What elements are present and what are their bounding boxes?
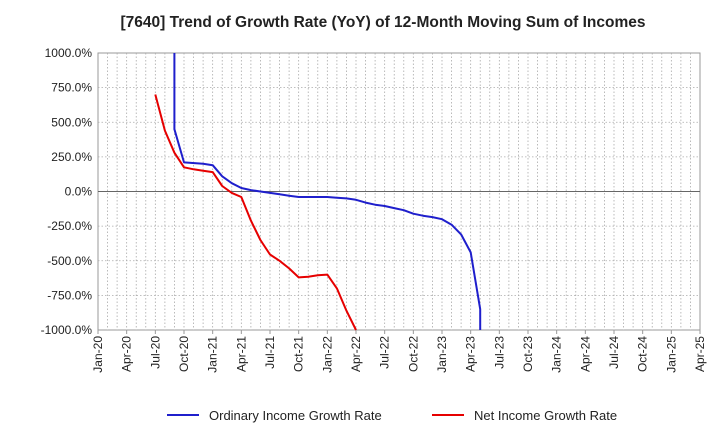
y-tick-label: -500.0%: [47, 254, 92, 268]
y-tick-label: 750.0%: [51, 81, 92, 95]
x-tick-label: Jul-24: [607, 336, 621, 369]
y-tick-label: -1000.0%: [41, 323, 93, 337]
y-tick-label: -750.0%: [47, 288, 92, 302]
x-tick-label: Oct-21: [292, 336, 306, 372]
x-tick-label: Apr-24: [578, 336, 592, 372]
series-line-ordinary-income-growth-rate: [173, 53, 482, 330]
x-tick-label: Jul-21: [263, 336, 277, 369]
x-tick-label: Jan-25: [664, 336, 678, 373]
y-tick-label: 0.0%: [65, 185, 93, 199]
y-tick-label: 500.0%: [51, 115, 92, 129]
y-tick-label: 250.0%: [51, 150, 92, 164]
x-tick-label: Jul-23: [492, 336, 506, 369]
x-tick-label: Oct-24: [636, 336, 650, 372]
x-tick-label: Apr-23: [464, 336, 478, 372]
y-tick-label: -250.0%: [47, 219, 92, 233]
x-tick-label: Jan-20: [91, 336, 105, 373]
x-tick-label: Oct-22: [406, 336, 420, 372]
legend-label: Ordinary Income Growth Rate: [209, 408, 382, 423]
x-tick-label: Oct-20: [177, 336, 191, 372]
legend: Ordinary Income Growth Rate Net Income Gr…: [167, 408, 617, 423]
x-tick-label: Apr-22: [349, 336, 363, 372]
series-layer: [154, 53, 482, 331]
x-tick-label: Apr-21: [234, 336, 248, 372]
x-tick-label: Jan-24: [550, 336, 564, 373]
x-tick-label: Jul-22: [378, 336, 392, 369]
x-tick-label: Jan-21: [206, 336, 220, 373]
x-tick-label: Jan-23: [435, 336, 449, 373]
x-tick-label: Jul-20: [148, 336, 162, 369]
y-tick-label: 1000.0%: [45, 46, 93, 60]
series-line-net-income-growth-rate: [154, 94, 357, 331]
x-tick-label: Oct-23: [521, 336, 535, 372]
x-tick-label: Apr-25: [693, 336, 707, 372]
axis-layer: 1000.0% 750.0% 500.0% 250.0% 0.0% -250.0% -500…: [41, 46, 707, 373]
x-tick-label: Apr-20: [120, 336, 134, 372]
grid-layer: [97, 52, 701, 331]
chart-title: [7640] Trend of Growth Rate (YoY) of 12-…: [120, 14, 645, 31]
legend-label: Net Income Growth Rate: [474, 408, 617, 423]
x-tick-label: Jan-22: [320, 336, 334, 373]
